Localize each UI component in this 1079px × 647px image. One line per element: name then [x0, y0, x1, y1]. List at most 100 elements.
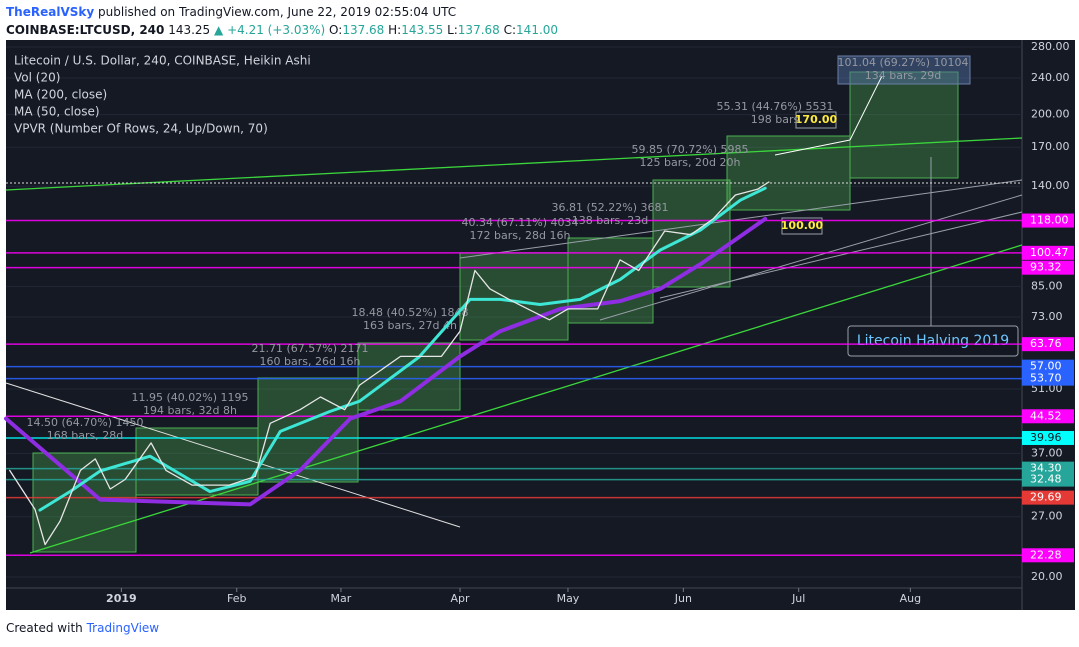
ohlc-value: 143.55: [401, 23, 444, 37]
change: ▲ +4.21 (+3.03%): [214, 23, 326, 37]
note-box: [847, 325, 1019, 357]
measurement-span: 125 bars, 20d 20h: [640, 156, 741, 169]
price-tag-label: 93.32: [1030, 261, 1062, 274]
price-tag: [1022, 213, 1074, 228]
callout-box: [795, 111, 837, 129]
measurement-change: 11.95 (40.02%) 1195: [131, 391, 248, 404]
symbol: COINBASE:LTCUSD, 240: [6, 23, 165, 37]
x-tick-label: Jul: [791, 592, 805, 605]
price-tag-label: 57.00: [1030, 360, 1062, 373]
price-tag: [1022, 359, 1074, 374]
brand[interactable]: TradingView: [86, 621, 160, 635]
price-tag: [1022, 409, 1074, 424]
legend-entry: MA (50, close): [14, 105, 100, 119]
price-tag-label: 32.48: [1030, 473, 1062, 486]
x-tick-label: Feb: [227, 592, 246, 605]
y-tick-label: 85.00: [1031, 279, 1063, 292]
arrow: [774, 139, 851, 156]
range-box-header: [837, 55, 971, 85]
price-tag-label: 29.69: [1030, 491, 1062, 504]
ohlc-value: 137.68: [457, 23, 500, 37]
footer: Created with TradingView: [6, 621, 159, 635]
legend-entry: Vol (20): [14, 71, 60, 85]
ohlc-value: 141.00: [516, 23, 559, 37]
x-tick-label: Apr: [451, 592, 471, 605]
range-box: [849, 71, 959, 179]
ohlc-label: H:: [388, 23, 402, 37]
y-tick-label: 170.00: [1031, 140, 1070, 153]
price-tag-label: 53.70: [1030, 372, 1062, 385]
y-tick-label: 20.00: [1031, 570, 1063, 583]
header-line: COINBASE:LTCUSD, 240 143.25 ▲ +4.21 (+3.…: [6, 21, 558, 39]
measurement-change: 36.81 (52.22%) 3681: [551, 201, 668, 214]
measurement-change: 21.71 (67.57%) 2171: [251, 342, 368, 355]
halving-note: Litecoin Halving 2019: [857, 333, 1009, 349]
published: published on TradingView.com, June 22, 2…: [98, 5, 457, 19]
y-tick-label: 27.00: [1031, 510, 1063, 523]
x-tick-label: Jun: [674, 592, 692, 605]
price-tag: [1022, 371, 1074, 386]
ohlc-label: O:: [329, 23, 343, 37]
range-box: [357, 342, 461, 411]
x-tick-label: Aug: [900, 592, 921, 605]
change-value: +4.21 (+3.03%): [227, 23, 326, 37]
measurement-span: 134 bars, 29d: [865, 69, 941, 82]
trend-line: [5, 382, 461, 528]
callout: 170.00: [795, 113, 838, 126]
price-tag-label: 34.30: [1030, 462, 1062, 475]
price-tag-label: 100.47: [1030, 246, 1069, 259]
y-tick-label: 140.00: [1031, 179, 1070, 192]
header-line: TheRealVSky published on TradingView.com…: [6, 3, 558, 21]
x-tick-label: Mar: [331, 592, 352, 605]
callout-box: [781, 217, 823, 235]
price-tag: [1022, 472, 1074, 487]
measurement-change: 40.34 (67.11%) 4034: [461, 216, 578, 229]
price-tag: [1022, 245, 1074, 260]
legend-entry: MA (200, close): [14, 88, 107, 102]
series-line: [9, 181, 770, 546]
measurement-span: 172 bars, 28d 16h: [470, 229, 571, 242]
header: TheRealVSky published on TradingView.com…: [6, 3, 558, 39]
x-tick-label: 2019: [106, 592, 137, 605]
y-tick-label: 200.00: [1031, 108, 1070, 121]
measurement-span: 163 bars, 27d 4h: [363, 319, 457, 332]
measurement-change: 18.48 (40.52%) 1848: [351, 306, 468, 319]
chart-background: [6, 40, 1075, 610]
trend-line: [599, 194, 1023, 321]
measurement-span: 160 bars, 26d 16h: [260, 355, 361, 368]
callout: 100.00: [781, 219, 824, 232]
y-tick-label: 73.00: [1031, 310, 1063, 323]
trend-line: [459, 179, 1023, 259]
price-tag-label: 22.28: [1030, 548, 1062, 561]
price-tag-label: 63.76: [1030, 337, 1062, 350]
price-tag-label: 44.52: [1030, 409, 1062, 422]
legend-entry: Litecoin / U.S. Dollar, 240, COINBASE, H…: [14, 54, 311, 68]
x-tick-label: May: [557, 592, 580, 605]
price-tag: [1022, 260, 1074, 275]
author[interactable]: TheRealVSky: [6, 5, 95, 19]
y-tick-label: 240.00: [1031, 71, 1070, 84]
legend-entry: VPVR (Number Of Rows, 24, Up/Down, 70): [14, 122, 268, 136]
footer-text: Created with: [6, 621, 83, 635]
arrow: [849, 75, 883, 141]
price-tag-label: 118.00: [1030, 214, 1069, 227]
measurement-change: 55.31 (44.76%) 5531: [716, 100, 833, 113]
measurement-span: 138 bars, 23d: [572, 214, 648, 227]
ohlc-label: L:: [447, 23, 458, 37]
measurement-span: 194 bars, 32d 8h: [143, 404, 237, 417]
series-line: [38, 186, 767, 512]
ohlc-label: C:: [503, 23, 517, 37]
price-tag: [1022, 430, 1074, 445]
measurement-span: 198 bars: [751, 113, 800, 126]
last: 143.25: [168, 23, 211, 37]
trend-line: [659, 211, 1023, 299]
price-tag: [1022, 548, 1074, 563]
series-line: [4, 216, 768, 507]
ohlc-value: 137.68: [342, 23, 385, 37]
trend-line: [5, 137, 1023, 191]
price-tag: [1022, 490, 1074, 505]
measurement-change: 101.04 (69.27%) 10104: [837, 56, 968, 69]
price-tag-label: 39.96: [1030, 431, 1062, 444]
